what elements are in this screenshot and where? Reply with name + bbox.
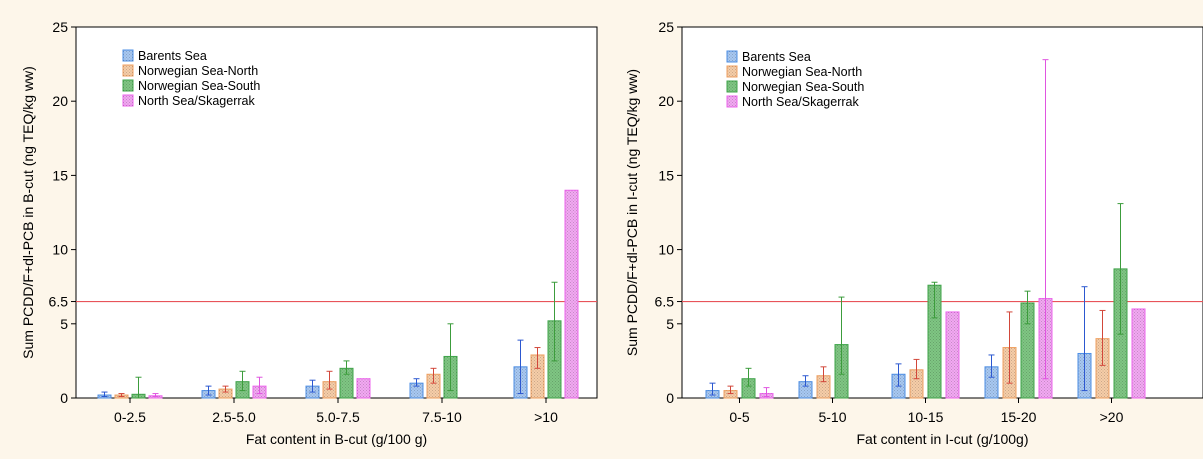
- plot-area: [75, 26, 598, 399]
- y-tick-label: 10: [52, 242, 68, 258]
- legend-swatch-pattern: [727, 66, 737, 77]
- legend-label: Norwegian Sea-South: [138, 79, 260, 93]
- bar-pattern: [985, 366, 998, 398]
- bar-pattern: [323, 381, 336, 398]
- y-tick-label: 15: [658, 167, 674, 183]
- legend-swatch-pattern: [727, 51, 737, 62]
- x-tick-label: 5.0-7.5: [316, 409, 360, 425]
- x-tick-label: >20: [1100, 409, 1124, 425]
- legend-label: North Sea/Skagerrak: [742, 95, 859, 109]
- chart-panel-2: 0 5 6.5 10 15 20 25 0-5 5-10 10-15 15-20 >20 Fat con…: [624, 19, 1203, 447]
- y-tick-label: 25: [658, 19, 674, 35]
- y-tick-label: 20: [658, 93, 674, 109]
- y-tick-label: 25: [52, 19, 68, 35]
- bar-pattern: [724, 390, 737, 398]
- legend-label: Norwegian Sea-North: [742, 65, 862, 79]
- x-tick-label: >10: [534, 409, 558, 425]
- legend-swatch-pattern: [123, 95, 133, 106]
- bar-pattern: [946, 311, 959, 398]
- bar-pattern: [817, 375, 830, 398]
- y-tick-label: 6.5: [49, 294, 69, 310]
- legend-swatch-pattern: [123, 50, 133, 61]
- bar-pattern: [1021, 303, 1034, 398]
- y-tick-label: 15: [52, 167, 68, 183]
- legend-label: Norwegian Sea-South: [742, 80, 864, 94]
- legend-swatch-pattern: [727, 96, 737, 107]
- x-tick-label: 10-15: [908, 409, 944, 425]
- x-tick-label: 7.5-10: [422, 409, 462, 425]
- x-tick-label: 15-20: [1001, 409, 1037, 425]
- bar-pattern: [910, 369, 923, 398]
- x-tick-label: 5-10: [818, 409, 846, 425]
- legend-label: Barents Sea: [742, 50, 811, 64]
- legend-swatch-pattern: [123, 80, 133, 91]
- bar-pattern: [565, 190, 578, 398]
- x-axis-label: Fat content in I-cut (g/100g): [857, 431, 1029, 447]
- bar-pattern: [799, 381, 812, 398]
- bar-pattern: [1132, 308, 1145, 398]
- bar-pattern: [427, 374, 440, 398]
- bar-pattern: [219, 389, 232, 398]
- y-tick-label: 0: [666, 390, 674, 406]
- legend-label: North Sea/Skagerrak: [138, 94, 255, 108]
- x-tick-label: 2.5-5.0: [212, 409, 256, 425]
- y-tick-label: 20: [52, 93, 68, 109]
- legend-swatch-pattern: [123, 65, 133, 76]
- bar-pattern: [410, 383, 423, 398]
- bar-pattern: [531, 354, 544, 398]
- legend-swatch-pattern: [727, 81, 737, 92]
- y-axis-label: Sum PCDD/F+dl-PCB in I-cut (ng TEQ/kg ww…: [624, 69, 640, 356]
- legend-label: Barents Sea: [138, 49, 207, 63]
- y-tick-label: 5: [666, 316, 674, 332]
- x-tick-label: 0-5: [729, 409, 749, 425]
- bar-pattern: [357, 378, 370, 398]
- y-axis-label: Sum PCDD/F+dl-PCB in B-cut (ng TEQ/kg ww…: [20, 66, 36, 359]
- x-tick-label: 0-2.5: [114, 409, 146, 425]
- y-tick-label: 0: [60, 390, 68, 406]
- bar-pattern: [340, 368, 353, 398]
- bar-pattern: [742, 378, 755, 398]
- bar-pattern: [928, 285, 941, 398]
- y-tick-label: 6.5: [655, 294, 675, 310]
- y-tick-label: 5: [60, 316, 68, 332]
- chart-panel-1: 0 5 6.5 10 15 20 25 0-2.5 2.5-5.0 5.0-7.5 7.5-10 >1…: [20, 19, 598, 447]
- x-axis-label: Fat content in B-cut (g/100 g): [246, 431, 427, 447]
- y-tick-label: 10: [658, 242, 674, 258]
- legend-label: Norwegian Sea-North: [138, 64, 258, 78]
- bar-pattern: [1096, 338, 1109, 398]
